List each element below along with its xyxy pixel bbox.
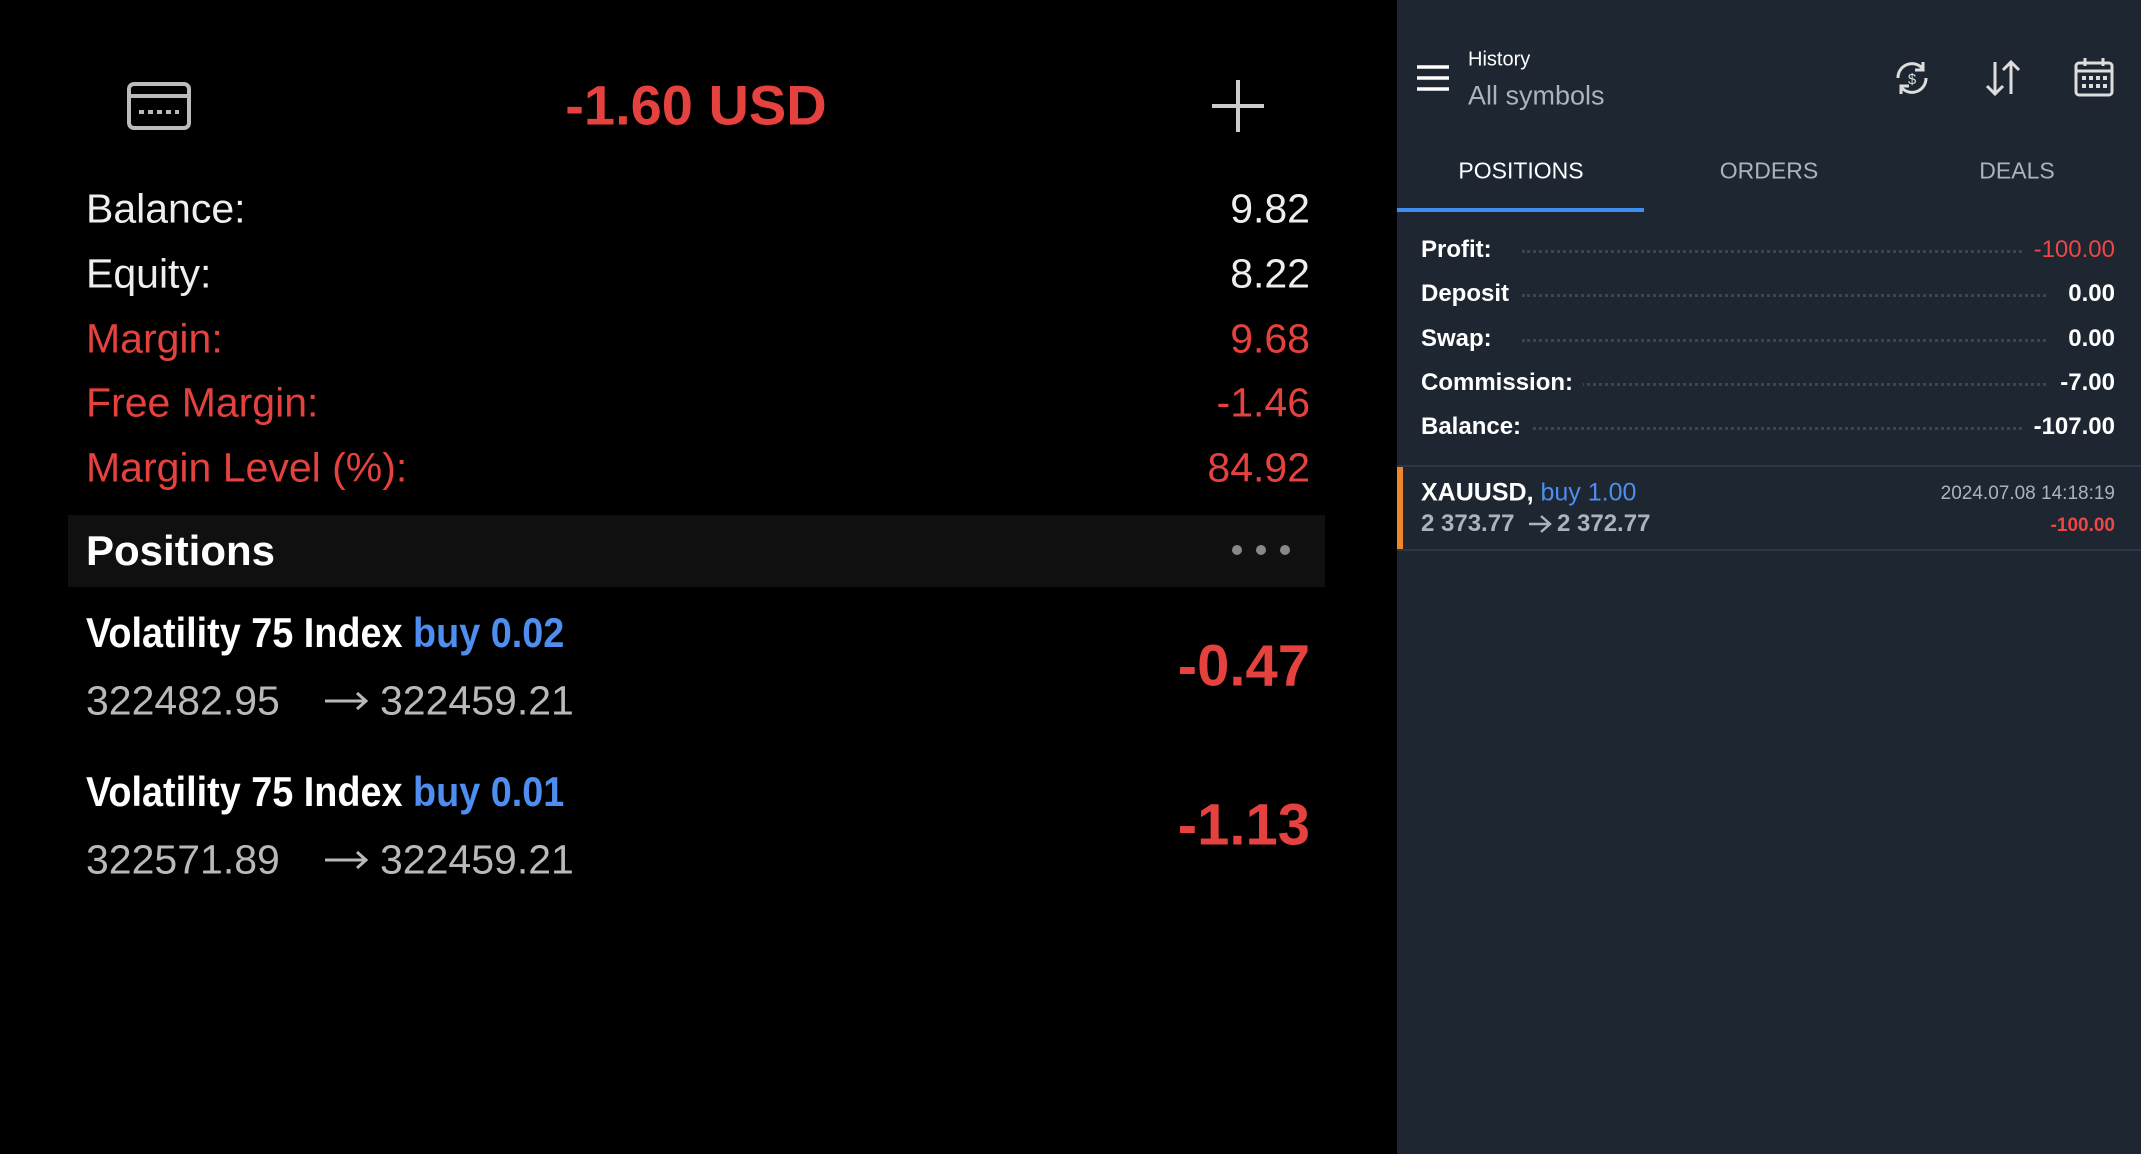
summary-value: -7.00 — [2050, 368, 2115, 397]
divider — [1397, 465, 2141, 467]
leader-dots — [1522, 427, 2046, 431]
deal-close-price: 2 372.77 — [1557, 510, 1651, 537]
summary-label: Deposit — [1421, 280, 1520, 309]
account-label: Balance: — [86, 185, 246, 232]
account-value: 8.22 — [1230, 250, 1310, 297]
account-label: Margin Level (%): — [86, 444, 408, 491]
position-symbol: Volatility 75 Index — [86, 609, 403, 656]
tab[interactable]: DEALS — [1979, 157, 2055, 184]
summary-value: 0.00 — [2058, 324, 2115, 353]
arrow — [1529, 515, 1552, 533]
summary-label: Commission: — [1421, 368, 1584, 397]
position-profit: -0.47 — [1177, 633, 1310, 699]
svg-text:$: $ — [1908, 71, 1917, 88]
positions-bar — [68, 515, 1325, 587]
close-price: 322459.21 — [380, 677, 574, 724]
deal-time: 2024.07.08 14:18:19 — [1940, 483, 2115, 504]
leader-dots — [1522, 338, 2046, 342]
deal-profit: -100.00 — [2050, 515, 2115, 536]
summary-value: -100.00 — [2023, 236, 2115, 264]
deal-title: XAUUSD, buy 1.00 — [1421, 479, 1636, 508]
account-value: 84.92 — [1207, 444, 1310, 491]
position-title[interactable]: Volatility 75 Index buy 0.02 — [86, 609, 564, 657]
deal-symbol: XAUUSD, — [1421, 478, 1534, 507]
arrow — [325, 691, 369, 711]
position-symbol: Volatility 75 Index — [86, 768, 403, 815]
deal-side: buy 1.00 — [1540, 478, 1637, 507]
summary-label: Balance: — [1421, 413, 1532, 442]
close-price: 322459.21 — [380, 836, 574, 883]
more-button[interactable] — [1230, 543, 1292, 557]
account-value: -1.46 — [1216, 379, 1310, 426]
account-panel: -1.60 USD Balance: 9.82 Equity: 8.22 Margin:… — [68, 73, 1325, 883]
menu-button[interactable] — [1415, 64, 1451, 92]
summary-value: 0.00 — [2058, 280, 2115, 309]
deal-marker — [1397, 467, 1403, 549]
position-side: buy 0.01 — [413, 768, 565, 815]
deal-open-price: 2 373.77 — [1421, 510, 1515, 537]
calendar-icon[interactable] — [2073, 56, 2115, 98]
sort-icon[interactable] — [1983, 58, 2023, 98]
tab-indicator — [1397, 208, 1644, 212]
tab[interactable]: ORDERS — [1719, 157, 1819, 184]
open-price: 322482.95 — [86, 677, 280, 724]
open-price: 322571.89 — [86, 836, 280, 883]
account-label: Free Margin: — [86, 379, 319, 426]
account-icon[interactable] — [127, 82, 191, 130]
leader-dots — [1522, 382, 2046, 386]
add-button[interactable] — [1210, 78, 1266, 134]
header-title: History — [1468, 48, 1531, 71]
position-side: buy 0.02 — [413, 609, 565, 656]
account-value: 9.82 — [1230, 185, 1310, 232]
history-panel: History All symbols $ POSITIONS ORDERS DEA… — [1397, 0, 2141, 1154]
positions-title: Positions — [86, 527, 276, 574]
tab[interactable]: POSITIONS — [1458, 157, 1584, 184]
account-label: Equity: — [86, 250, 212, 297]
account-label: Margin: — [86, 315, 223, 362]
sync-icon[interactable]: $ — [1892, 58, 1932, 98]
arrow — [325, 850, 369, 870]
deal-row[interactable] — [1397, 467, 2141, 551]
header-subtitle[interactable]: All symbols — [1468, 80, 1605, 111]
leader-dots — [1522, 250, 2046, 253]
summary-label: Profit: — [1421, 236, 1502, 264]
summary-value: -107.00 — [2023, 413, 2115, 442]
total-profit: -1.60 USD — [565, 73, 827, 137]
position-title[interactable]: Volatility 75 Index buy 0.01 — [86, 768, 564, 816]
summary-label: Swap: — [1421, 324, 1502, 353]
position-profit: -1.13 — [1177, 792, 1310, 858]
leader-dots — [1522, 294, 2046, 298]
account-value: 9.68 — [1230, 315, 1310, 362]
